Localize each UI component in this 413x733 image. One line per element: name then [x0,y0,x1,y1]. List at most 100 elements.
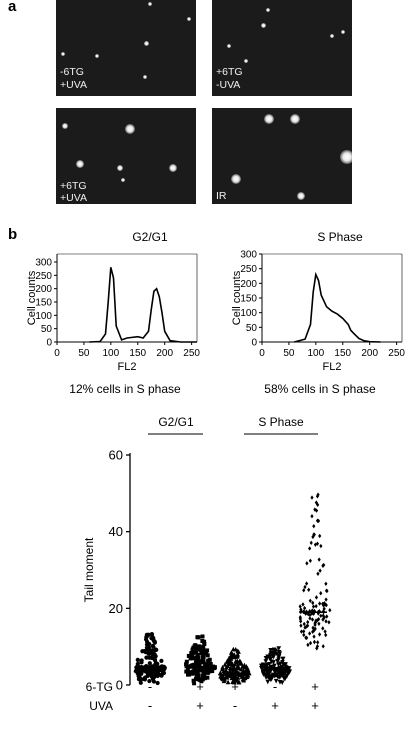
data-point [146,632,151,637]
comet-cell [117,165,123,171]
x-tick-label: 150 [334,348,351,359]
data-point [324,581,328,587]
data-point [314,508,319,513]
sign-uva: + [311,698,319,713]
data-point [139,658,144,663]
data-point [323,629,327,634]
data-point [273,648,279,654]
x-tick-label: 150 [129,348,146,359]
comet-image-minus6tg-plus-uva: -6TG +UVA [56,0,196,96]
data-point [193,646,198,651]
row-label-uva: UVA [89,699,113,713]
data-point [229,654,234,659]
data-point [311,604,316,609]
sign-uva: - [148,698,152,713]
comet-cell [62,123,68,129]
data-point [159,658,164,664]
y-tick-label: 150 [240,294,257,305]
data-point [184,659,189,664]
data-point [196,662,201,667]
data-point [138,677,143,682]
data-point [195,675,200,680]
data-point [311,629,315,634]
data-point [306,619,310,625]
sign-uva: - [233,698,237,713]
comet-cell [290,114,300,124]
data-point [263,659,269,664]
data-point [314,603,318,609]
data-point [314,500,318,505]
data-point [195,668,200,673]
data-point [238,666,244,672]
y-tick-label: 100 [240,308,257,319]
data-point [136,674,141,679]
comet-cell [143,75,147,79]
data-point [285,671,291,677]
data-point [260,670,266,676]
data-point [159,673,164,678]
data-point [299,619,303,624]
data-point [149,631,154,637]
comet-image-plus6tg-plus-uva: +6TG +UVA [56,108,196,204]
group-label-g2g1: G2/G1 [158,415,194,429]
data-point [278,661,283,667]
data-point [206,658,211,663]
data-point [322,615,326,620]
data-point [308,631,312,636]
y-tick-label: 150 [35,298,52,309]
data-point [230,661,235,667]
data-point [301,602,305,607]
x-tick-label: 100 [103,348,120,359]
scatter-y-tick-label: 40 [109,524,123,539]
data-point [149,648,154,653]
data-point [324,597,328,602]
scatter-ylabel: Tail moment [82,537,96,602]
data-point [263,673,269,679]
group-label-s-phase: S Phase [258,415,304,429]
data-point [314,595,319,600]
comet-cell [121,178,125,182]
data-point [299,623,303,628]
data-point [312,634,316,639]
data-point [189,671,194,676]
comet-cell [125,124,135,134]
data-point [202,676,207,681]
data-point [270,650,276,656]
image-label: +UVA [60,79,87,91]
data-point [315,518,320,523]
data-point [312,523,316,529]
data-point [312,639,317,645]
data-point [205,670,210,675]
histogram-1-caption: 12% cells in S phase [69,382,181,396]
histogram-xlabel: FL2 [323,361,342,373]
data-point [308,640,313,646]
comet-cell [340,150,352,164]
y-tick-label: 0 [251,338,257,349]
comet-cell [61,52,65,56]
data-point [267,661,272,667]
x-tick-label: 100 [308,348,325,359]
comet-cell [341,30,345,34]
data-point [211,664,216,669]
data-point [201,644,206,649]
panel-b-letter: b [8,226,18,243]
data-point [139,671,144,676]
data-point [303,605,307,611]
data-point [195,652,200,657]
sign-6tg: + [196,679,204,694]
y-tick-label: 200 [35,284,52,295]
y-tick-label: 50 [246,323,258,334]
data-point [276,646,282,651]
data-point [283,664,289,670]
comet-cell [297,192,305,200]
comet-cell [187,17,191,21]
comet-cell [260,22,266,28]
image-label: -6TG [60,66,84,78]
x-tick-label: 250 [183,348,200,359]
data-point [322,562,326,568]
data-point [262,665,268,670]
data-point [305,561,309,566]
comet-cell [330,34,334,38]
data-point [308,598,312,604]
data-point [277,665,282,671]
